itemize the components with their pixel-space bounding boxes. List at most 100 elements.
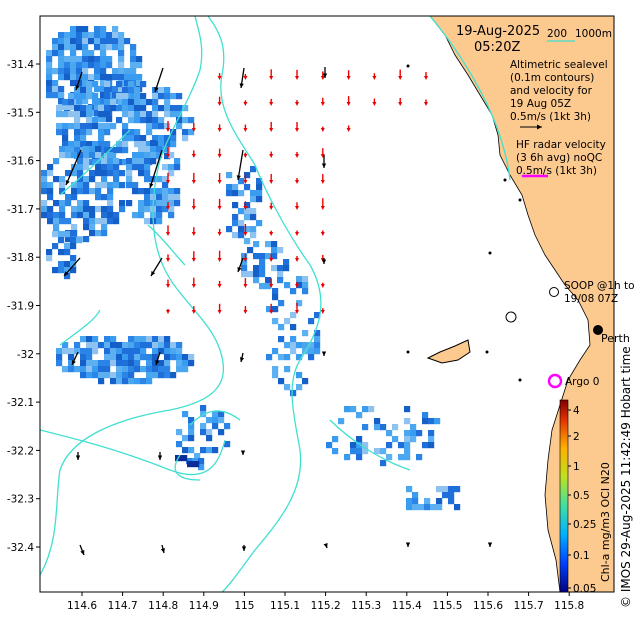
chl-pixel — [100, 44, 107, 51]
chl-pixel — [140, 117, 147, 124]
chl-pixel — [83, 188, 90, 195]
chl-pixel — [198, 464, 205, 471]
chl-pixel — [158, 366, 165, 373]
chl-pixel — [130, 50, 137, 57]
chl-pixel — [130, 92, 137, 99]
altimetry-arrowhead — [65, 180, 70, 185]
chl-pixel — [110, 342, 117, 349]
chl-pixel — [106, 56, 113, 63]
svg-text:HF radar velocity: HF radar velocity — [516, 139, 606, 151]
chl-pixel — [104, 354, 111, 361]
chl-pixel — [64, 62, 71, 69]
chl-pixel — [244, 202, 251, 209]
chl-pixel — [130, 44, 137, 51]
chl-pixel — [53, 218, 60, 225]
chl-pixel — [88, 56, 95, 63]
chl-pixel — [101, 170, 108, 177]
chl-pixel — [106, 62, 113, 69]
chl-pixel — [164, 360, 171, 367]
chl-pixel — [83, 152, 90, 159]
chl-pixel — [188, 423, 195, 430]
chl-pixel — [80, 105, 87, 112]
chl-pixel — [404, 418, 411, 425]
colorbar-tick-label: 2 — [573, 431, 580, 443]
chl-pixel — [92, 159, 99, 166]
svg-text:19 Aug 05Z: 19 Aug 05Z — [510, 98, 571, 110]
chl-pixel — [82, 62, 89, 69]
chl-pixel — [158, 348, 165, 355]
chl-pixel — [265, 283, 272, 290]
chl-pixel — [164, 99, 171, 106]
chl-pixel — [58, 32, 65, 39]
chl-pixel — [82, 80, 89, 87]
chl-pixel — [132, 212, 139, 219]
chl-pixel — [164, 135, 171, 142]
chl-pixel — [95, 152, 102, 159]
chl-pixel — [182, 366, 189, 373]
chl-pixel — [71, 170, 78, 177]
hf-arrowhead — [191, 128, 196, 132]
chl-pixel — [284, 384, 291, 391]
chl-pixel — [290, 324, 297, 331]
chl-pixel — [410, 430, 417, 437]
chl-pixel — [362, 406, 369, 413]
chl-pixel — [76, 32, 83, 39]
chl-pixel — [146, 129, 153, 136]
chl-pixel — [374, 424, 381, 431]
chl-pixel — [74, 123, 81, 130]
altimetry-arrow — [65, 149, 82, 186]
chl-pixel — [71, 206, 78, 213]
chl-pixel — [122, 360, 129, 367]
chl-pixel — [140, 105, 147, 112]
chl-pixel — [176, 348, 183, 355]
chl-pixel — [158, 117, 165, 124]
chl-pixel — [52, 92, 59, 99]
chl-pixel — [290, 390, 297, 397]
chl-pixel — [70, 50, 77, 57]
chl-pixel — [52, 80, 59, 87]
chl-pixel — [132, 182, 139, 189]
chl-pixel — [188, 435, 195, 442]
chl-pixel — [272, 348, 279, 355]
chl-pixel — [314, 342, 321, 349]
chl-pixel — [89, 170, 96, 177]
chl-pixel — [308, 348, 315, 355]
chl-pixel — [94, 38, 101, 45]
chl-pixel — [89, 188, 96, 195]
chl-pixel — [344, 454, 351, 461]
chl-pixel — [290, 348, 297, 355]
chl-pixel — [112, 92, 119, 99]
chl-pixel — [94, 74, 101, 81]
chl-pixel — [92, 141, 99, 148]
chl-pixel — [241, 271, 248, 278]
svg-text:and velocity for: and velocity for — [510, 85, 593, 97]
altimetry-arrowhead — [323, 543, 328, 548]
chl-pixel — [70, 56, 77, 63]
chl-pixel — [52, 86, 59, 93]
chl-pixel — [272, 372, 279, 379]
chl-pixel — [71, 230, 78, 237]
chl-pixel — [74, 87, 81, 94]
chl-pixel — [122, 366, 129, 373]
chl-pixel — [77, 158, 84, 165]
chl-pixel — [58, 68, 65, 75]
chl-pixel — [188, 129, 195, 136]
chl-pixel — [83, 224, 90, 231]
x-tick-label: 114.6 — [67, 600, 97, 612]
chl-pixel — [122, 372, 129, 379]
chl-pixel — [98, 378, 105, 385]
chl-pixel — [110, 105, 117, 112]
chl-pixel — [162, 146, 169, 153]
chl-pixel — [238, 208, 245, 215]
chl-pixel — [290, 336, 297, 343]
chl-pixel — [83, 176, 90, 183]
hf-arrowhead — [191, 206, 196, 210]
chl-pixel — [62, 123, 69, 130]
chl-pixel — [86, 129, 93, 136]
chl-pixel — [158, 135, 165, 142]
chl-pixel — [152, 348, 159, 355]
colorbar — [559, 399, 569, 593]
chl-pixel — [124, 80, 131, 87]
chl-pixel — [62, 129, 69, 136]
chl-pixel — [70, 38, 77, 45]
